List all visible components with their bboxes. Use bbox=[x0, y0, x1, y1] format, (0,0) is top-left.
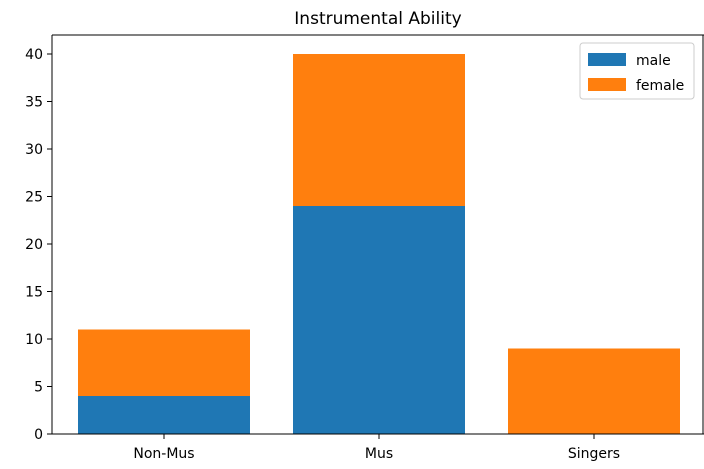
bars-layer bbox=[78, 54, 680, 434]
legend-swatch-male bbox=[588, 53, 626, 66]
y-tick-label: 30 bbox=[25, 142, 43, 158]
y-tick-label: 5 bbox=[34, 380, 43, 396]
y-tick-label: 10 bbox=[25, 332, 43, 348]
x-tick-label: Mus bbox=[365, 446, 393, 462]
x-axis-ticks: Non-Mus Mus Singers bbox=[133, 434, 620, 462]
bar-male-non-mus bbox=[78, 396, 250, 434]
legend: male female bbox=[579, 42, 695, 100]
y-tick-label: 0 bbox=[34, 427, 43, 443]
bar-female-singers bbox=[508, 348, 680, 434]
bar-female-mus bbox=[293, 54, 465, 206]
legend-label-male: male bbox=[636, 53, 671, 69]
y-tick-label: 25 bbox=[25, 190, 43, 206]
legend-swatch-female bbox=[588, 78, 626, 91]
bar-male-mus bbox=[293, 206, 465, 434]
chart-title: Instrumental Ability bbox=[294, 9, 461, 29]
x-tick-label: Non-Mus bbox=[133, 446, 194, 462]
y-tick-label: 20 bbox=[25, 237, 43, 253]
y-tick-label: 15 bbox=[25, 285, 43, 301]
x-tick-label: Singers bbox=[568, 446, 620, 462]
y-tick-label: 35 bbox=[25, 95, 43, 111]
axes-layer bbox=[51, 34, 704, 435]
bar-female-non-mus bbox=[78, 329, 250, 396]
y-tick-label: 40 bbox=[25, 47, 43, 63]
y-axis-ticks: 0 5 10 15 20 25 30 35 40 bbox=[25, 47, 52, 443]
legend-label-female: female bbox=[636, 78, 684, 94]
